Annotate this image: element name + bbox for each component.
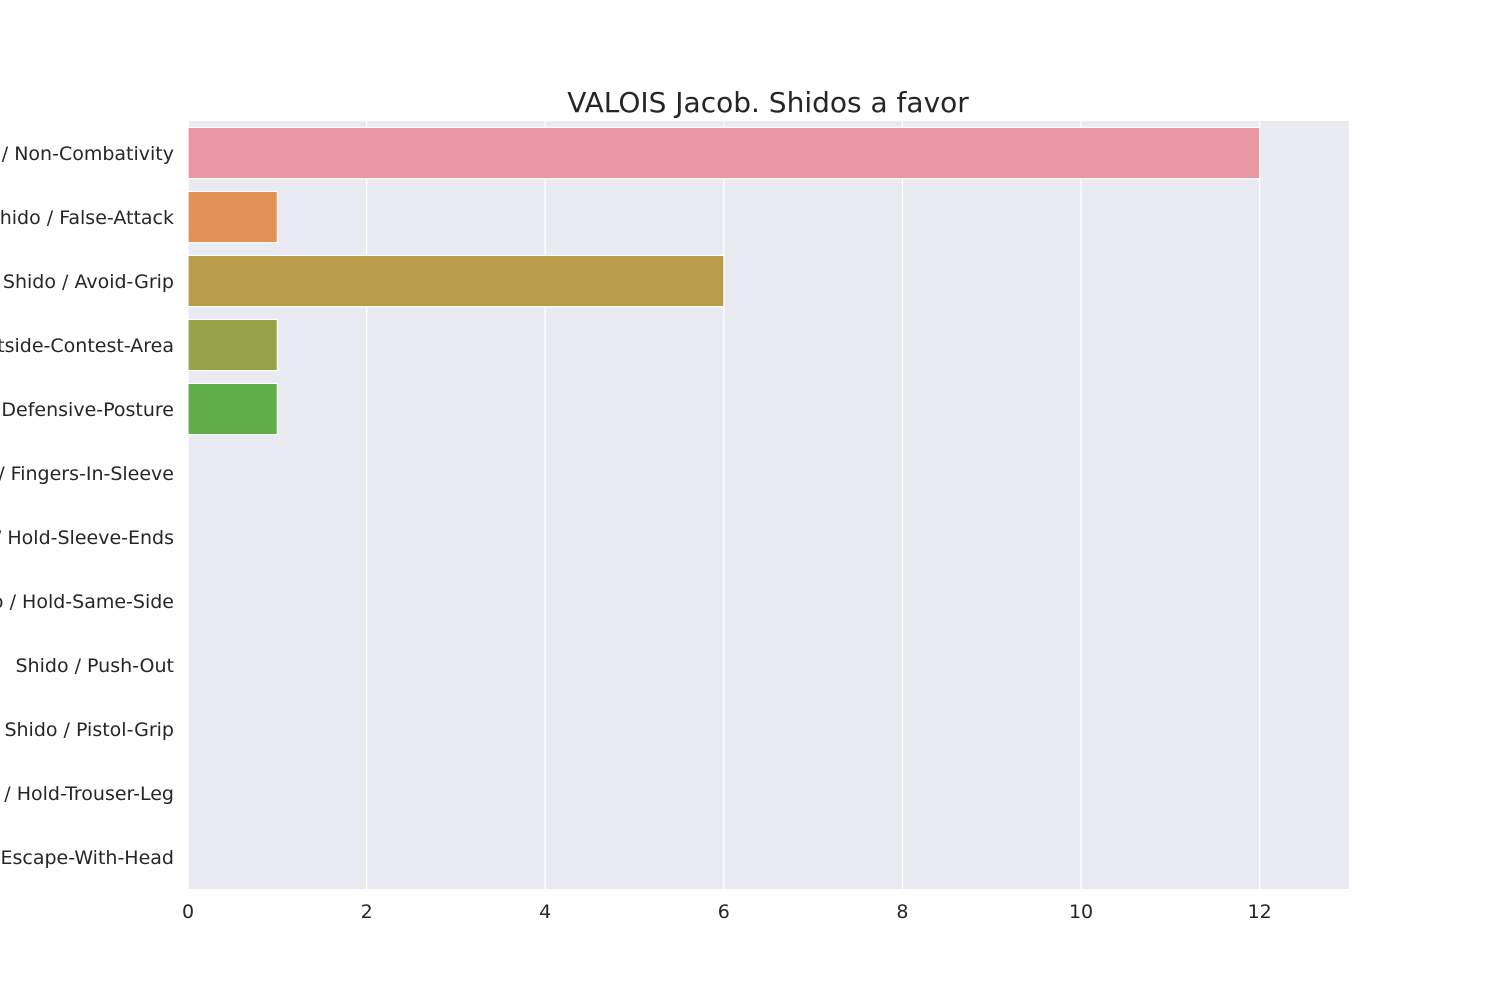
y-tick-label-4: Shido / Defensive-Posture — [0, 399, 174, 421]
chart-title: VALOIS Jacob. Shidos a favor — [567, 86, 969, 119]
x-tick-label-2: 4 — [539, 901, 551, 923]
y-tick-label-0: Shido / Non-Combativity — [0, 143, 174, 165]
y-tick-label-2: Shido / Avoid-Grip — [3, 271, 174, 293]
bars — [187, 126, 1261, 436]
y-tick-label-3: Shido / Outside-Contest-Area — [0, 335, 174, 357]
x-tick-label-5: 10 — [1069, 901, 1093, 923]
plot-area — [188, 121, 1349, 889]
y-tick-label-1: Shido / False-Attack — [0, 207, 174, 229]
y-tick-label-10: Shido / Hold-Trouser-Leg — [0, 783, 174, 805]
x-tick-label-0: 0 — [182, 901, 194, 923]
y-tick-label-5: Shido / Fingers-In-Sleeve — [0, 463, 174, 485]
bar-4 — [187, 382, 278, 436]
gridlines — [187, 121, 1261, 889]
bar-0 — [187, 126, 1261, 180]
y-tick-label-6: Shido / Hold-Sleeve-Ends — [0, 527, 174, 549]
x-tick-label-6: 12 — [1248, 901, 1272, 923]
x-tick-label-1: 2 — [361, 901, 373, 923]
x-axis-tick-labels: 0 2 4 6 8 10 12 — [182, 901, 1272, 923]
y-tick-label-11: Shido / Escape-With-Head — [0, 847, 174, 869]
y-tick-label-9: Shido / Pistol-Grip — [4, 719, 174, 741]
y-tick-label-7: Shido / Hold-Same-Side — [0, 591, 174, 613]
bar-3 — [187, 318, 278, 372]
x-tick-label-3: 6 — [718, 901, 730, 923]
bar-2 — [187, 254, 725, 308]
bar-1 — [187, 190, 278, 244]
y-tick-label-8: Shido / Push-Out — [16, 655, 175, 677]
y-axis-tick-labels: Shido / Non-Combativity Shido / False-Att… — [0, 143, 174, 869]
x-tick-label-4: 8 — [896, 901, 908, 923]
